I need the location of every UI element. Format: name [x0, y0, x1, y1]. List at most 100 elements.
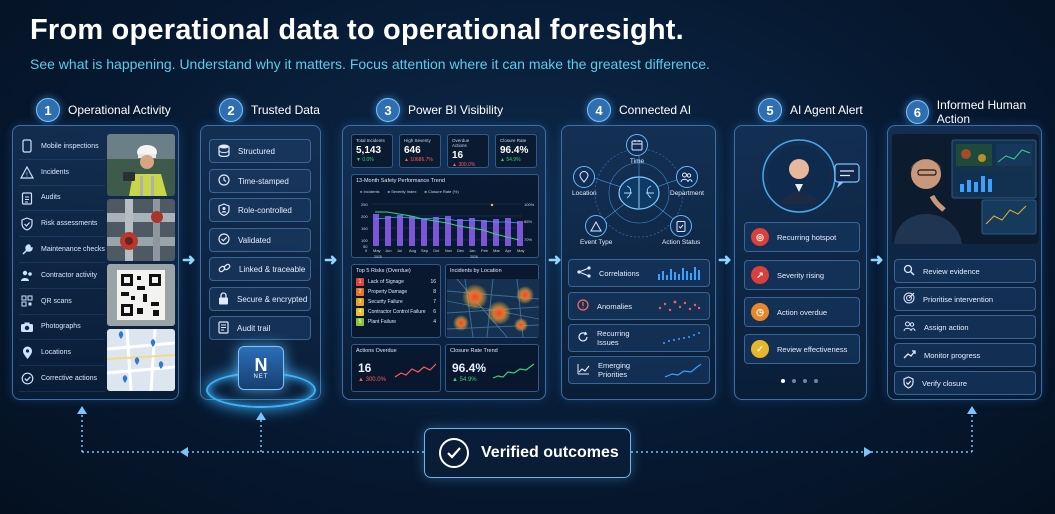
alert-row[interactable]: ◎ Recurring hotspot — [744, 222, 860, 252]
action-row[interactable]: Verify closure — [894, 371, 1036, 395]
carousel-dot-active[interactable] — [781, 379, 785, 383]
connected-ai-panel: Time Location Department Event Type Acti… — [561, 125, 716, 400]
action-label: Monitor progress — [924, 350, 981, 360]
trusted-item[interactable]: Secure & encrypted — [209, 287, 311, 311]
risk-rank: 3 — [356, 298, 364, 306]
tick-left-250: 250 — [361, 202, 368, 207]
kpi-delta: ▲ 54.9% — [500, 157, 521, 163]
legend-label: Severity Index — [391, 189, 417, 194]
people-icon — [903, 321, 916, 334]
action-row[interactable]: Review evidence — [894, 259, 1036, 283]
activity-item[interactable]: Mobile inspections — [19, 134, 105, 160]
step-label: Operational Activity — [68, 103, 171, 117]
activity-list: Mobile inspections ! Incidents Audits Ris… — [19, 134, 105, 392]
risk-row[interactable]: 3 Security Failure 7 — [352, 297, 440, 307]
trusted-item[interactable]: Structured — [209, 139, 311, 163]
risk-row[interactable]: 4 Contractor Control Failure 6 — [352, 307, 440, 317]
risk-row[interactable]: 2 Property Damage 8 — [352, 287, 440, 297]
incidents-map-box[interactable]: Incidents by Location — [445, 264, 539, 338]
legend-incidents: ■ Incidents — [360, 189, 380, 194]
legend-label: Closure Rate (%) — [428, 189, 459, 194]
month-tick: Apr — [505, 248, 512, 253]
kpi-value: 16 — [452, 150, 464, 161]
activity-label: Risk assessments — [41, 220, 98, 228]
action-row[interactable]: Prioritise intervention — [894, 287, 1036, 311]
power-bi-panel: Total Incidents 5,143 ▼ 0.0% High Severity… — [342, 125, 546, 400]
recurring-dots — [663, 332, 701, 344]
check-circle-icon — [218, 233, 230, 247]
qr-photo — [107, 264, 175, 326]
risk-row[interactable]: 5 Plant Failure 4 — [352, 317, 440, 327]
activity-item[interactable]: Risk assessments — [19, 211, 105, 238]
trend-bar — [505, 218, 511, 246]
year-label-2026: 2026 — [470, 255, 478, 259]
carousel-dot[interactable] — [803, 379, 807, 383]
verified-outcomes-badge[interactable]: Verified outcomes — [424, 428, 631, 478]
kpi-card[interactable]: Total Incidents 5,143 ▼ 0.0% — [351, 134, 393, 168]
activity-item[interactable]: ! Incidents — [19, 160, 105, 186]
ai-insight-row[interactable]: Correlations — [568, 259, 710, 287]
ai-insight-row[interactable]: Emerging Priorities — [568, 356, 710, 384]
step-3-header: 3 Power BI Visibility — [376, 98, 503, 122]
alert-row[interactable]: ◷ Action overdue — [744, 297, 860, 327]
actions-overdue-box[interactable]: Actions Overdue 16 ▲ 300.0% — [351, 344, 441, 392]
activity-item[interactable]: Audits — [19, 186, 105, 212]
risk-label: Lack of Signage — [368, 279, 404, 285]
verified-outcomes-label: Verified outcomes — [481, 444, 619, 461]
correlations-bars — [658, 267, 700, 280]
anomalies-scatter — [658, 300, 701, 312]
alert-row[interactable]: ✓ Review effectiveness — [744, 334, 860, 364]
activity-item[interactable]: Photographs — [19, 315, 105, 341]
trend-chart-box[interactable]: 13-Month Safety Performance Trend ■ Inci… — [351, 174, 539, 259]
action-row[interactable]: Monitor progress — [894, 343, 1036, 367]
kpi-card[interactable]: Closure Rate 96.4% ▲ 54.9% — [495, 134, 537, 168]
month-tick: May — [373, 248, 381, 253]
location-pin-icon — [573, 166, 596, 188]
ai-insight-row[interactable]: Recurring Issues — [568, 324, 710, 352]
risk-row[interactable]: 1 Lack of Signage 16 — [352, 277, 440, 287]
heat-map — [447, 279, 539, 337]
trend-legend: ■ Incidents ■ Severity Index ■ Closure R… — [360, 189, 459, 194]
people-icon — [675, 166, 698, 188]
legend-closure: ■ Closure Rate (%) — [424, 189, 459, 194]
closure-trend-box[interactable]: Closure Rate Trend 96.4% ▲ 54.9% — [445, 344, 539, 392]
activity-item[interactable]: Locations — [19, 340, 105, 367]
page-title: From operational data to operational for… — [30, 14, 684, 46]
trusted-item[interactable]: Role-controlled — [209, 198, 311, 222]
ai-row-label: Correlations — [599, 268, 640, 278]
risk-label: Property Damage — [368, 289, 408, 295]
shield-check-icon — [903, 375, 914, 391]
risk-value: 16 — [430, 279, 436, 285]
closure-sparkline — [492, 363, 535, 379]
trusted-item[interactable]: Audit trail — [209, 316, 311, 340]
network-icon — [577, 266, 591, 280]
month-tick: Jul — [397, 248, 402, 253]
carousel-dots[interactable] — [781, 379, 818, 383]
trend-chart-title: 13-Month Safety Performance Trend — [356, 178, 445, 184]
carousel-dot[interactable] — [814, 379, 818, 383]
carousel-dot[interactable] — [792, 379, 796, 383]
activity-label: Corrective actions — [41, 375, 98, 383]
trusted-item[interactable]: Time-stamped — [209, 169, 311, 193]
top-risks-box[interactable]: Top 5 Risks (Overdue) 1 Lack of Signage 16… — [351, 264, 441, 338]
activity-item[interactable]: Corrective actions — [19, 366, 105, 392]
trusted-item[interactable]: Validated — [209, 228, 311, 252]
kpi-card[interactable]: Overdue Actions 16 ▲ 300.0% — [447, 134, 489, 168]
kpi-value: 646 — [404, 145, 421, 156]
action-label: Review evidence — [923, 266, 980, 276]
marker-point — [490, 203, 494, 207]
alert-row[interactable]: ↗ Severity rising — [744, 260, 860, 290]
node-location: Location — [572, 166, 597, 197]
step-label: AI Agent Alert — [790, 103, 863, 117]
ai-insight-row[interactable]: Anomalies — [568, 292, 710, 320]
trend-bar — [433, 217, 439, 246]
kpi-card[interactable]: High Severity 646 ▲ 10686.7% — [399, 134, 441, 168]
clipboard-icon — [19, 190, 35, 206]
activity-item[interactable]: Maintenance checks — [19, 237, 105, 263]
trusted-item[interactable]: Linked & traceable — [209, 257, 311, 281]
action-row[interactable]: Assign action — [894, 315, 1036, 339]
activity-item[interactable]: QR scans — [19, 289, 105, 315]
step-label: Connected AI — [619, 103, 692, 117]
activity-item[interactable]: Contractor activity — [19, 263, 105, 289]
trusted-label: Time-stamped — [238, 176, 289, 186]
